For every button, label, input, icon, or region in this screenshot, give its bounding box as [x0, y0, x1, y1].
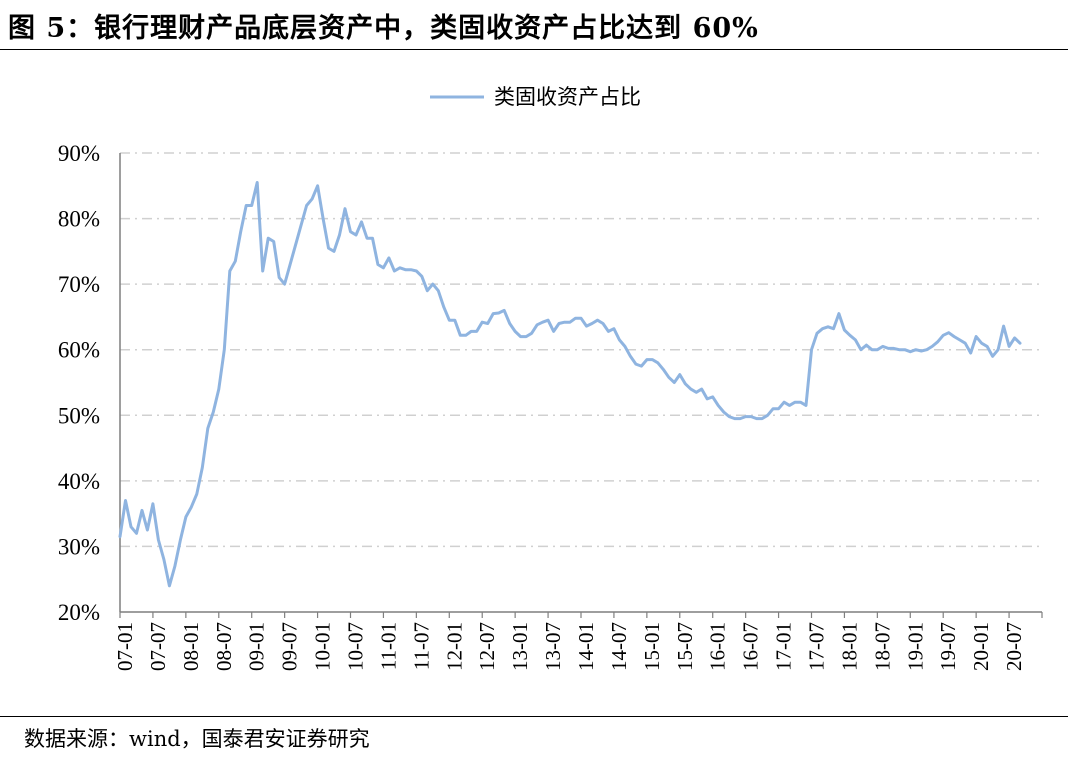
x-tick-label: 20-01	[969, 622, 993, 671]
x-tick-label: 08-01	[179, 622, 203, 671]
source-note: 数据来源：wind，国泰君安证券研究	[24, 727, 370, 751]
x-tick-label: 14-07	[607, 622, 631, 671]
y-tick-label: 40%	[58, 469, 100, 494]
y-tick-label: 60%	[58, 338, 100, 363]
y-tick-label: 70%	[58, 272, 100, 297]
x-tick-label: 11-01	[376, 622, 400, 670]
x-tick-label: 15-07	[673, 622, 697, 671]
x-tick-label: 13-07	[541, 622, 565, 671]
y-tick-label: 20%	[58, 600, 100, 625]
y-tick-label: 80%	[58, 207, 100, 232]
legend-label: 类固收资产占比	[494, 85, 641, 109]
x-tick-label: 19-07	[936, 622, 960, 671]
x-tick-label: 18-07	[870, 622, 894, 671]
x-tick-labels: 07-01 07-07 08-01 08-07 09-01 09-07 10-01 10-07…	[113, 622, 1026, 671]
x-tick-label: 07-01	[113, 622, 137, 671]
x-tick-label: 10-01	[311, 622, 335, 671]
x-tick-label: 13-01	[508, 622, 532, 671]
y-tick-label: 50%	[58, 403, 100, 428]
title-rule	[0, 49, 1068, 50]
x-tick-label: 17-07	[805, 622, 829, 671]
x-tick-label: 11-07	[409, 622, 433, 670]
x-tick-label: 15-01	[640, 622, 664, 671]
x-tick-label: 16-07	[739, 622, 763, 671]
x-tick-label: 08-07	[212, 622, 236, 671]
x-tick-label: 12-01	[442, 622, 466, 671]
x-tick-label: 16-01	[706, 622, 730, 671]
y-tick-label: 90%	[58, 141, 100, 166]
line-chart: 20% 30% 40% 50% 60% 70% 80% 90% 07-01 07-07 08-01…	[58, 85, 1043, 671]
legend: 类固收资产占比	[430, 85, 641, 109]
y-tick-label: 30%	[58, 534, 100, 559]
x-tick-label: 17-01	[772, 622, 796, 671]
figure-title: 图 5：银行理财产品底层资产中，类固收资产占比达到 60%	[8, 13, 759, 44]
x-tick-label: 07-07	[146, 622, 170, 671]
x-tick-label: 10-07	[344, 622, 368, 671]
x-tick-label: 20-07	[1002, 622, 1026, 671]
x-tick-label: 19-01	[903, 622, 927, 671]
y-tick-labels: 20% 30% 40% 50% 60% 70% 80% 90%	[58, 141, 100, 625]
x-tick-label: 14-01	[574, 622, 598, 671]
x-tick-label: 09-01	[245, 622, 269, 671]
series-lines	[118, 181, 1022, 588]
series-line	[118, 181, 1022, 588]
x-tick-label: 12-07	[475, 622, 499, 671]
x-tick-label: 18-01	[837, 622, 861, 671]
x-tick-label: 09-07	[278, 622, 302, 671]
source-rule	[0, 716, 1068, 717]
